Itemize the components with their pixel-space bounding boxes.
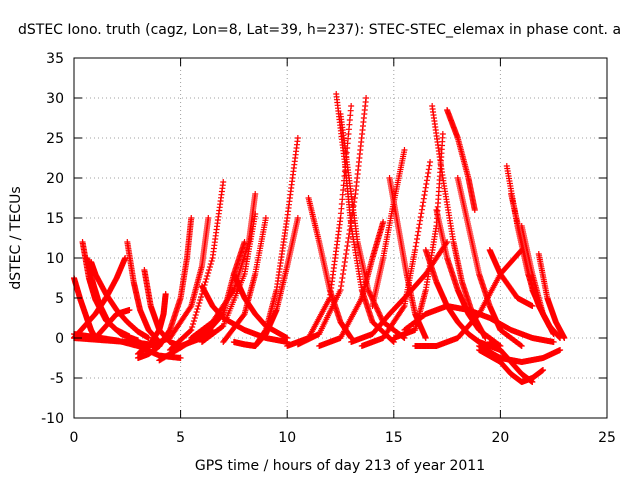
data-point <box>340 267 347 273</box>
series-19 <box>188 191 259 341</box>
data-point <box>162 291 169 297</box>
data-point <box>126 307 133 313</box>
data-point <box>380 219 387 225</box>
data-point <box>363 95 370 101</box>
data-point <box>122 255 129 261</box>
data-point <box>368 293 375 300</box>
series-20 <box>230 135 301 349</box>
data-point <box>207 261 214 267</box>
series-22 <box>230 271 291 341</box>
series-29 <box>316 219 387 349</box>
data-point <box>220 179 227 185</box>
data-point <box>205 270 212 276</box>
data-point <box>366 289 373 296</box>
series-31 <box>369 147 408 309</box>
data-point <box>192 312 199 318</box>
data-point <box>347 223 354 229</box>
series-23 <box>198 283 291 345</box>
data-point <box>346 231 353 237</box>
series-4 <box>88 259 152 341</box>
data-point <box>341 259 348 265</box>
data-point <box>345 235 352 241</box>
data-point <box>262 215 269 221</box>
data-point <box>294 215 301 221</box>
data-point <box>339 271 346 277</box>
data-point <box>375 308 382 315</box>
data-point <box>208 258 215 264</box>
data-point <box>205 215 212 221</box>
series-15 <box>166 179 227 353</box>
data-point <box>197 297 204 303</box>
data-point <box>338 283 345 289</box>
data-point <box>422 335 429 341</box>
data-point <box>339 275 346 281</box>
data-point <box>349 207 356 213</box>
data-point <box>191 315 198 321</box>
data-point <box>375 309 382 316</box>
series-14 <box>145 215 212 349</box>
series-5 <box>71 255 129 341</box>
data-point <box>367 292 374 299</box>
data-point <box>126 333 133 340</box>
data-point <box>177 355 184 361</box>
data-point <box>351 195 358 201</box>
data-point <box>252 191 259 197</box>
series-16 <box>177 239 248 349</box>
data-point <box>230 288 237 295</box>
data-point <box>373 304 380 311</box>
data-point <box>206 267 213 273</box>
data-point <box>338 279 345 285</box>
data-point <box>189 324 196 330</box>
data-point <box>203 276 210 282</box>
data-point <box>344 239 351 245</box>
data-point <box>348 103 355 109</box>
data-point <box>346 227 353 233</box>
data-point <box>350 203 357 209</box>
data-point <box>343 251 350 257</box>
data-point <box>196 300 203 306</box>
data-point <box>145 335 152 341</box>
data-point <box>294 135 301 141</box>
data-point <box>202 279 209 285</box>
data-point <box>190 318 197 324</box>
data-points <box>71 91 568 385</box>
data-point <box>376 311 383 317</box>
series-7 <box>92 307 133 341</box>
data-point <box>377 313 384 320</box>
data-point <box>194 306 201 312</box>
data-point <box>342 255 349 261</box>
data-point <box>349 211 356 217</box>
data-point <box>337 287 344 293</box>
data-point <box>348 215 355 221</box>
data-point <box>351 199 358 205</box>
data-point <box>374 307 381 313</box>
data-point <box>188 327 195 333</box>
data-point <box>343 247 350 253</box>
data-point <box>365 288 372 295</box>
data-point <box>348 219 355 225</box>
data-point <box>367 291 374 297</box>
data-point <box>344 243 351 249</box>
data-point <box>193 309 200 315</box>
data-point <box>377 312 384 319</box>
series-32 <box>348 239 451 345</box>
data-point <box>206 264 213 270</box>
data-point <box>373 305 380 312</box>
data-point <box>187 304 194 311</box>
data-point <box>341 263 348 269</box>
data-point <box>204 273 211 279</box>
data-point <box>198 294 205 300</box>
data-point <box>188 215 195 221</box>
series-18 <box>220 215 269 345</box>
data-point <box>195 303 202 309</box>
data-point <box>190 321 197 327</box>
data-point <box>187 327 194 334</box>
series-28 <box>294 95 370 348</box>
data-point <box>240 312 247 319</box>
data-point <box>401 147 408 153</box>
series-12 <box>71 331 184 361</box>
data-point <box>389 338 396 345</box>
